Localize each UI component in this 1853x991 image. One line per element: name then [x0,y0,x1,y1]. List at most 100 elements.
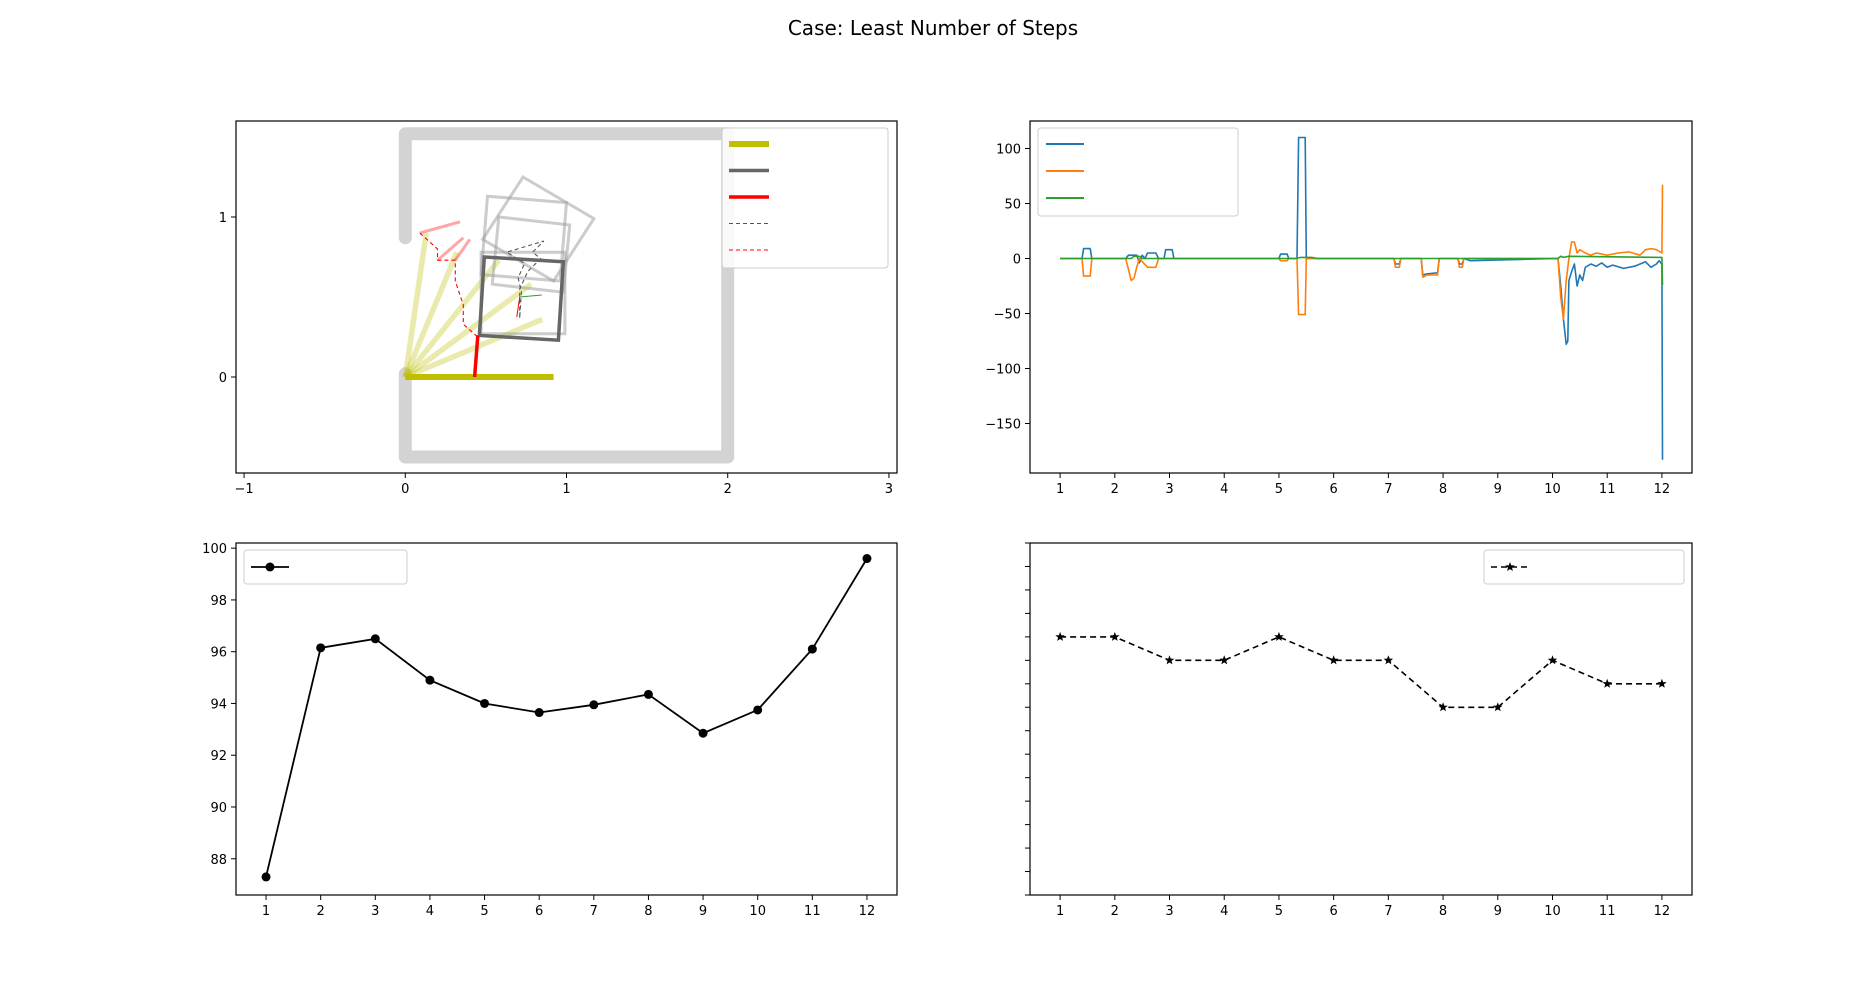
value-ytick-label: 90 [210,801,227,816]
forces-xtick-label: 5 [1275,482,1283,497]
action-sequence-point [1328,655,1339,665]
action-value-point [261,872,271,882]
action-value-point [862,554,872,564]
forces-ytick-label: 50 [1004,198,1021,213]
forces-xtick-label: 4 [1220,482,1228,497]
action-xtick-label: 8 [1439,904,1447,919]
forces-ytick-label: −100 [985,363,1021,378]
value-xtick-label: 6 [535,904,543,919]
action-xtick-label: 12 [1654,904,1671,919]
sidebar-path-line [419,232,479,338]
trajectory-xtick-label: 2 [724,482,732,497]
trajectory-ytick-label: 1 [219,211,227,226]
action-xtick-label: 2 [1111,904,1119,919]
legend-marker-action-value [265,562,275,572]
forces-xtick-label: 11 [1599,482,1616,497]
value-frame [235,542,898,896]
action-value-point [643,689,653,699]
action-value-point [425,675,435,685]
action-xtick-label: 5 [1275,904,1283,919]
action-sequence-point [1274,631,1284,641]
robot-ghost [480,174,597,284]
value-legend [243,549,408,585]
action-value-point [370,634,380,644]
value-xtick-label: 11 [804,904,821,919]
value-xtick-label: 7 [590,904,598,919]
figure-title: Case: Least Number of Steps [788,16,1078,40]
value-ytick-label: 98 [210,594,227,609]
forces-xtick-label: 2 [1111,482,1119,497]
action-sequence-point [1383,655,1394,665]
value-ytick-label: 92 [210,749,227,764]
value-xtick-label: 1 [262,904,270,919]
value-xtick-label: 12 [859,904,876,919]
action-value-line [265,558,868,878]
action-xtick-label: 4 [1220,904,1228,919]
action-legend [1483,549,1685,585]
forces-xtick-label: 1 [1056,482,1064,497]
action-xtick-label: 6 [1330,904,1338,919]
forces-ytick-label: −150 [985,418,1021,433]
action-value-point [316,643,326,653]
forces-xtick-label: 6 [1330,482,1338,497]
value-xtick-label: 2 [317,904,325,919]
action-sequence-plot: 1 2 3 4 5 6 7 8 9 10 11 12 [1025,542,1693,919]
door-ghost [403,281,533,380]
action-xtick-label: 10 [1544,904,1561,919]
action-xtick-label: 7 [1384,904,1392,919]
action-value-point [698,728,708,738]
series-detected-force-z [1060,255,1664,285]
action-sequence-point [1055,631,1065,641]
trajectory-ytick-label: 0 [219,371,227,386]
action-sequence-line [1060,636,1662,709]
action-xtick-label: 1 [1056,904,1064,919]
sidebar-line [472,335,480,378]
sidebar-ghost [419,220,461,235]
forces-xtick-label: 12 [1654,482,1671,497]
action-sequence-point [1219,655,1229,665]
trajectory-xtick-label: 1 [562,482,570,497]
frame-x-axis [516,296,521,318]
action-xtick-label: 11 [1599,904,1616,919]
trajectory-xtick-label: −1 [234,482,253,497]
forces-ytick-label: 0 [1013,253,1021,268]
forces-xtick-label: 9 [1494,482,1502,497]
door-ghost [402,251,460,379]
series-detected-force-x [1060,136,1664,460]
door-ghost [404,316,544,380]
trajectory-xtick-label: 3 [885,482,893,497]
robot-ghost [490,215,572,294]
value-ytick-label: 94 [210,697,227,712]
robot-box [477,255,566,343]
action-value-point [753,705,763,715]
forces-xtick-label: 10 [1544,482,1561,497]
action-sequence-point [1438,702,1448,712]
action-sequence-point [1493,702,1503,712]
wall [398,127,735,464]
value-xtick-label: 9 [699,904,707,919]
series-detected-force-y [1060,184,1664,320]
value-xtick-label: 10 [749,904,766,919]
value-xtick-label: 3 [371,904,379,919]
sidebar-ghost [454,238,472,262]
forces-ytick-label: 100 [996,143,1021,158]
forces-xtick-label: 7 [1384,482,1392,497]
value-xtick-label: 5 [480,904,488,919]
value-ytick-label: 100 [202,542,227,557]
forces-xtick-label: 3 [1165,482,1173,497]
robot-path-line [505,240,545,318]
action-value-point [589,700,599,710]
sidebar-ghost [436,236,465,262]
action-sequence-point [1164,655,1175,665]
trajectory-legend [721,127,889,269]
action-value-point [480,698,490,708]
action-sequence-point [1110,631,1120,641]
value-ytick-label: 96 [210,646,227,661]
forces-xtick-label: 8 [1439,482,1447,497]
forces-ytick-label: −50 [994,308,1021,323]
frame-y-axis [519,294,542,298]
action-xtick-label: 9 [1494,904,1502,919]
legend-marker-action-sequence [1505,562,1515,571]
